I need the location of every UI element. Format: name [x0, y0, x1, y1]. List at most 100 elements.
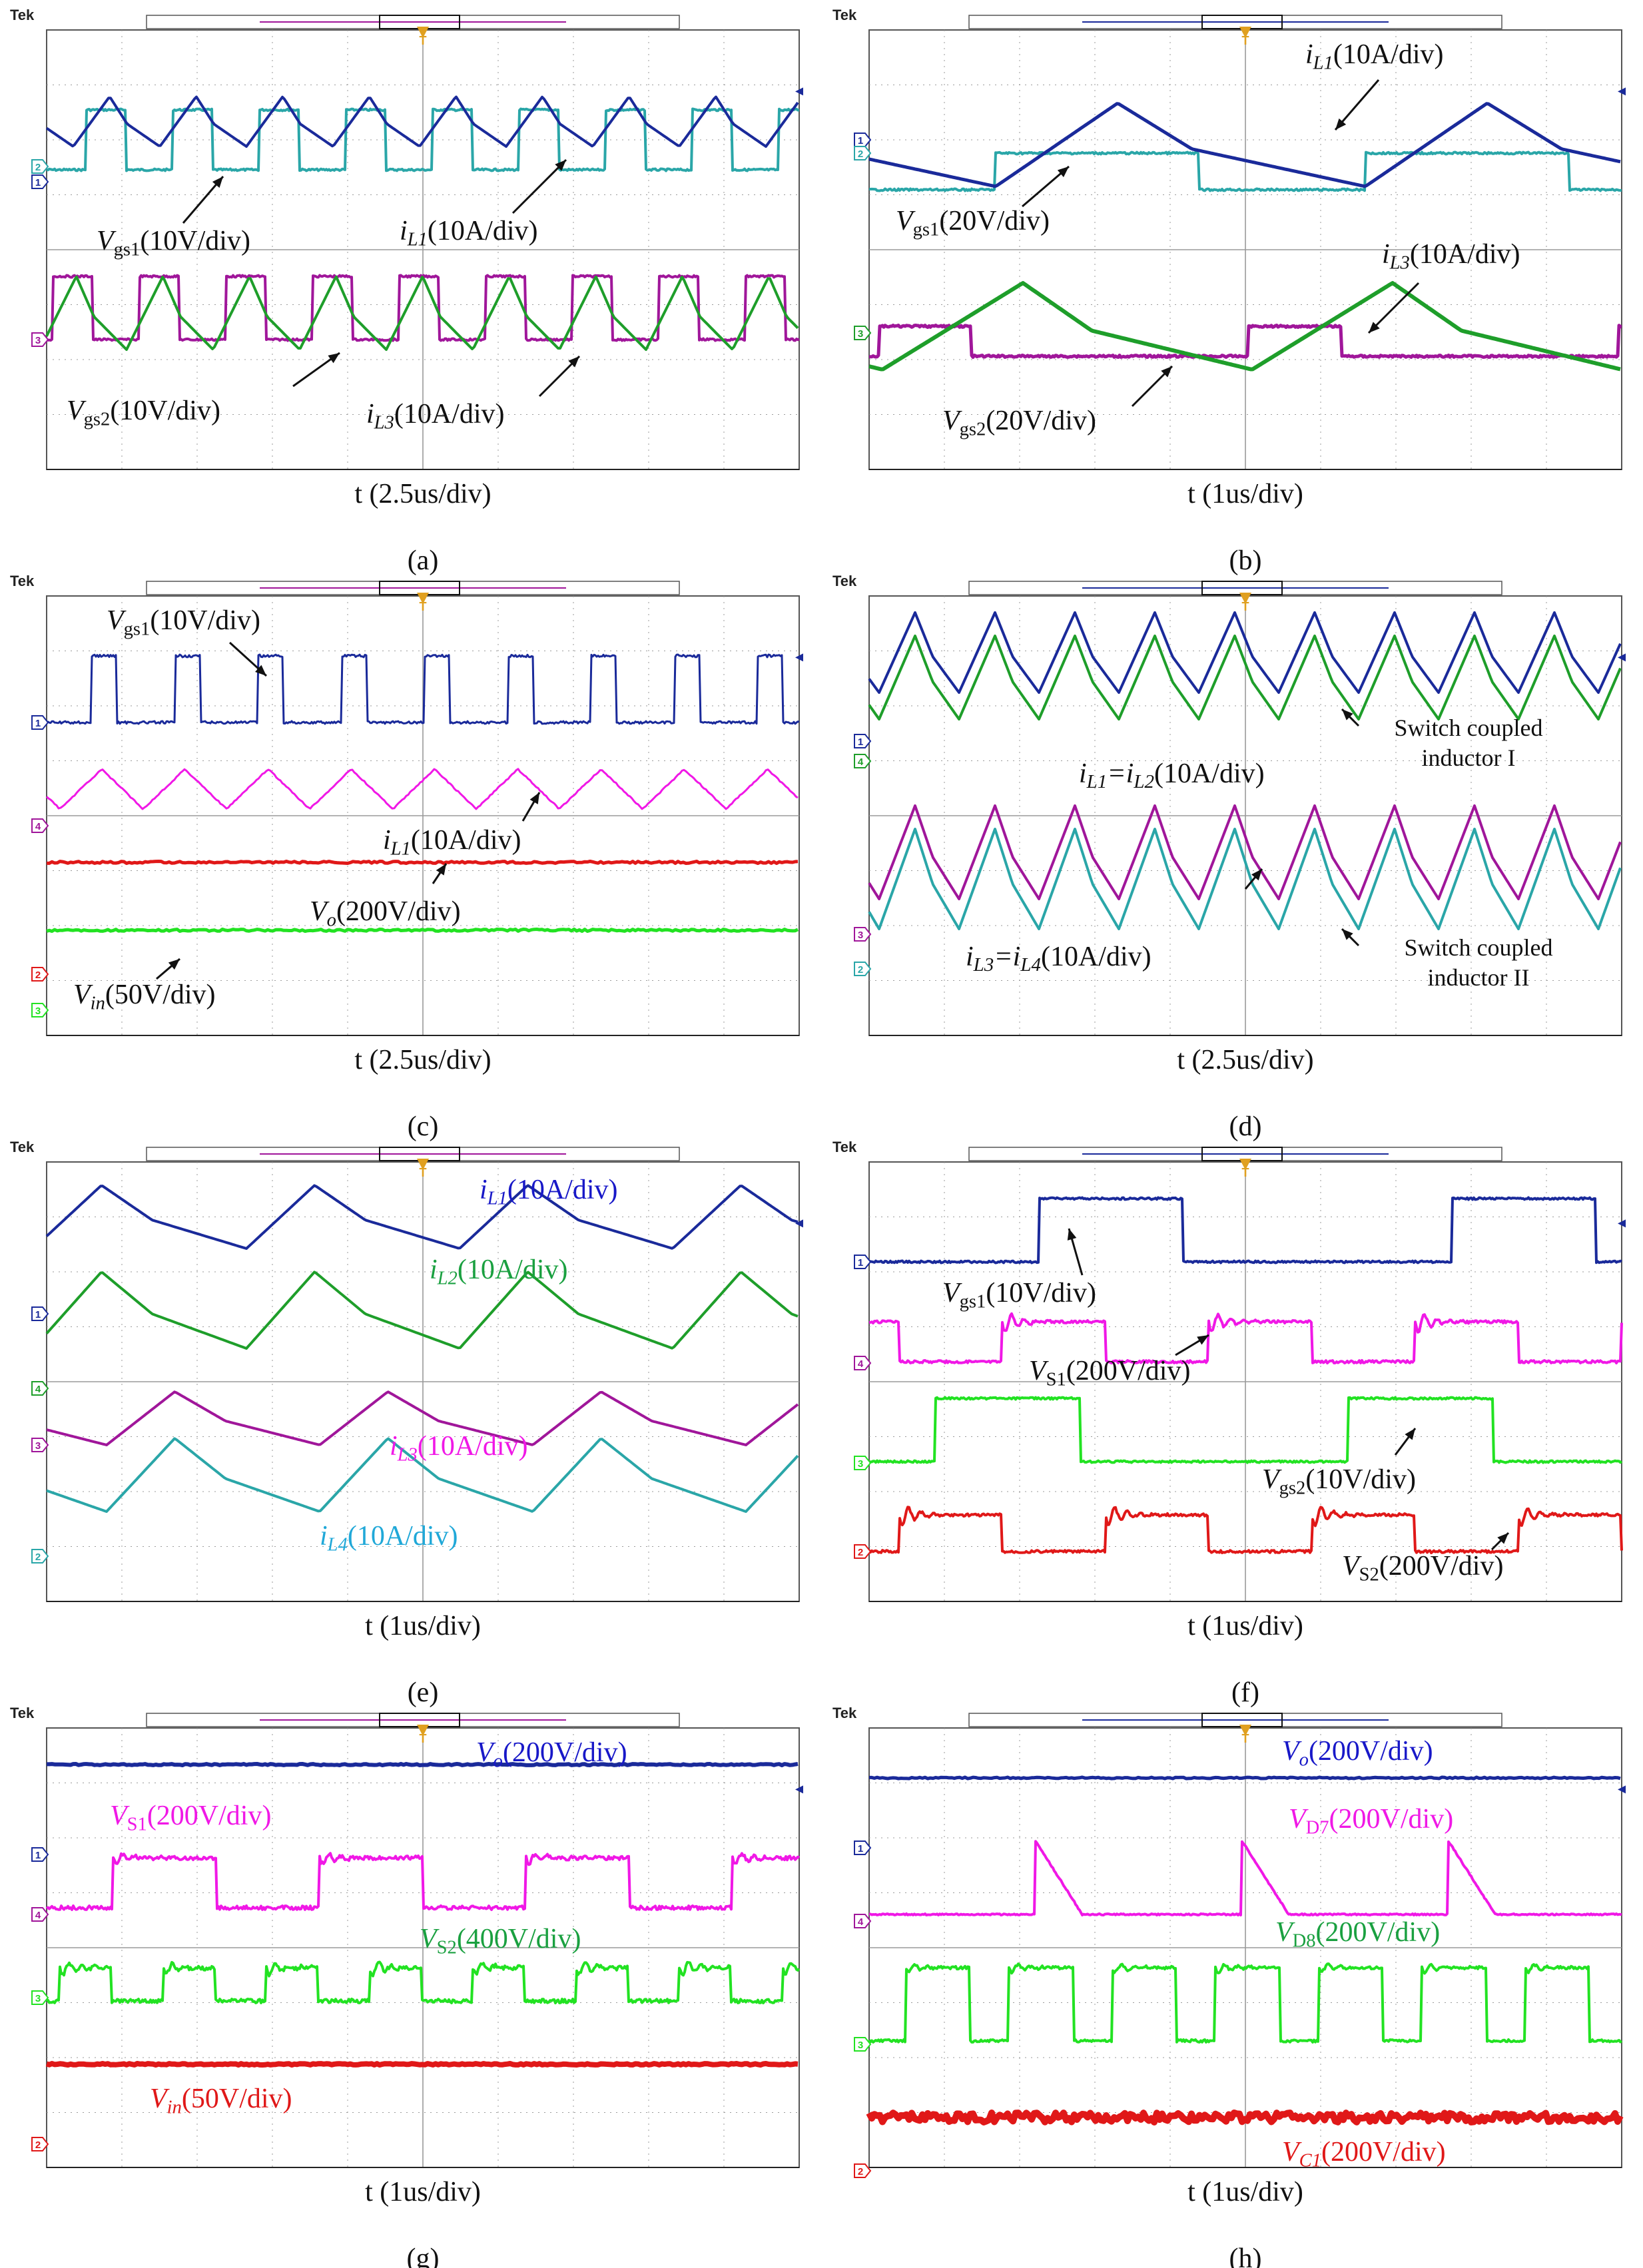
channel-marker-label: 1	[35, 718, 41, 729]
annotation-unit: (200V/div)	[1316, 1917, 1441, 1948]
annotation-symbol: i	[1305, 39, 1313, 70]
annotation-subscript: D7	[1306, 1817, 1329, 1838]
time-scale-label: t (1us/div)	[1187, 479, 1303, 509]
annotation-unit: (400V/div)	[457, 1924, 581, 1954]
arrow-head	[168, 959, 180, 970]
channel-marker: 2	[854, 962, 872, 976]
annotation-arrow	[1341, 928, 1360, 947]
annotation-symbol: i	[390, 1431, 398, 1462]
annotation-symbol: V	[1275, 1917, 1295, 1948]
annotation-arrow	[1022, 165, 1070, 208]
trigger-level-icon	[795, 1219, 803, 1228]
panel-caption: (a)	[408, 545, 439, 576]
annotation-unit: (10V/div)	[1305, 1464, 1416, 1495]
annotation-subscript: gs1	[960, 1291, 986, 1312]
trigger-icon	[417, 1159, 429, 1170]
annotation-unit: (20V/div)	[939, 206, 1050, 236]
channel-marker-label: 3	[858, 2040, 863, 2051]
annotation-subscript: o	[327, 910, 336, 930]
annotation-plain: inductor I	[1422, 744, 1516, 771]
channel-marker-shape	[854, 326, 872, 340]
annotation-arrow	[228, 641, 268, 677]
annotation-label: iL1(10A/div)	[480, 1175, 617, 1209]
annotation-subscript: gs1	[913, 219, 940, 240]
trace-vgs1	[868, 1196, 1622, 1265]
channel-marker-label: 3	[858, 1458, 863, 1470]
annotation-arrow	[292, 352, 340, 388]
arrow-head	[212, 176, 223, 188]
trace-vd8	[868, 1962, 1623, 2044]
annotation-subscript: C1	[1299, 2150, 1321, 2171]
time-scale-label: t (1us/div)	[1187, 2177, 1303, 2207]
channel-marker-label: 4	[858, 756, 864, 768]
trigger-level-icon	[1618, 1219, 1626, 1228]
annotation-arrow	[156, 958, 180, 980]
channel-marker-shape	[854, 1841, 872, 1855]
channel-marker-shape	[854, 133, 872, 147]
trigger-icon	[1239, 1725, 1251, 1736]
channel-marker-shape	[31, 1306, 49, 1321]
trace-vs1	[868, 1312, 1623, 1364]
annotation-unit: (200V/div)	[1066, 1356, 1191, 1386]
annotation-subscript: L2	[1133, 771, 1154, 792]
channel-marker-shape	[31, 159, 49, 174]
channel-marker: 3	[31, 332, 49, 347]
annotation-label: Vgs1(20V/div)	[896, 206, 1050, 240]
channel-marker: 3	[854, 2037, 872, 2052]
annotation-unit: (10A/div)	[418, 1431, 528, 1462]
time-scale-label: t (2.5us/div)	[354, 1045, 491, 1075]
tek-brand-label: Tek	[832, 1705, 857, 1721]
annotation-arrow	[182, 176, 224, 224]
arrow-head	[1057, 166, 1069, 178]
channel-marker-shape	[31, 1990, 49, 2005]
trace-il2	[45, 1271, 799, 1350]
channel-marker-shape	[854, 2037, 872, 2052]
arrow-head	[1342, 929, 1353, 940]
annotation-subscript: gs2	[960, 419, 986, 439]
arrow-head	[1497, 1533, 1508, 1544]
annotation-subscript: D8	[1293, 1930, 1316, 1951]
annotation-subscript: L4	[327, 1534, 348, 1555]
annotation-symbol: i	[400, 216, 408, 246]
channel-marker: 2	[854, 2163, 872, 2178]
annotation-eq: =i	[1107, 758, 1134, 789]
trigger-level-icon	[1618, 653, 1626, 662]
annotation-label: iL1(10A/div)	[383, 825, 521, 859]
trace-il2	[868, 635, 1622, 720]
channel-marker-label: 1	[35, 177, 41, 188]
annotation-arrow	[1131, 365, 1173, 408]
channel-marker: 4	[31, 1381, 49, 1396]
trigger-icon	[417, 27, 429, 38]
arrow-head	[568, 356, 579, 368]
channel-marker: 2	[31, 2137, 49, 2151]
channel-marker-label: 2	[858, 964, 863, 976]
channel-marker: 3	[854, 326, 872, 340]
channel-marker: 3	[854, 1456, 872, 1470]
channel-marker-label: 1	[858, 1257, 863, 1269]
channel-marker-shape	[31, 967, 49, 982]
channel-marker-label: 1	[858, 1843, 863, 1854]
annotation-subscript: L2	[437, 1268, 458, 1288]
arrow-head	[1197, 1335, 1209, 1345]
channel-marker-shape	[854, 2163, 872, 2178]
channel-marker-shape	[31, 1381, 49, 1396]
annotation-unit: (50V/div)	[182, 2084, 292, 2114]
annotation-subscript: L3	[973, 954, 994, 976]
time-scale-label: t (1us/div)	[1187, 1611, 1303, 1641]
channel-marker-shape	[854, 754, 872, 768]
trace-vgs1	[46, 107, 800, 172]
annotation-label: iL3=iL4(10A/div)	[966, 942, 1151, 976]
annotation-label: iL3(10A/div)	[390, 1431, 527, 1465]
tek-brand-label: Tek	[832, 1139, 857, 1155]
trace-il1	[868, 102, 1621, 188]
annotation-unit: (200V/div)	[336, 896, 461, 927]
trace-il1	[45, 768, 799, 810]
trigger-level-icon	[795, 87, 803, 96]
annotation-symbol: V	[942, 406, 962, 436]
panel-c: Tek Tt (2.5us/div) (c) 1 4 2 3 Vgs1(10V/div) iL1…	[10, 573, 803, 1142]
annotation-unit: (10A/div)	[428, 216, 538, 246]
annotation-subscript: o	[1299, 1749, 1309, 1770]
channel-marker: 2	[854, 1544, 872, 1559]
tek-brand-label: Tek	[832, 7, 857, 23]
